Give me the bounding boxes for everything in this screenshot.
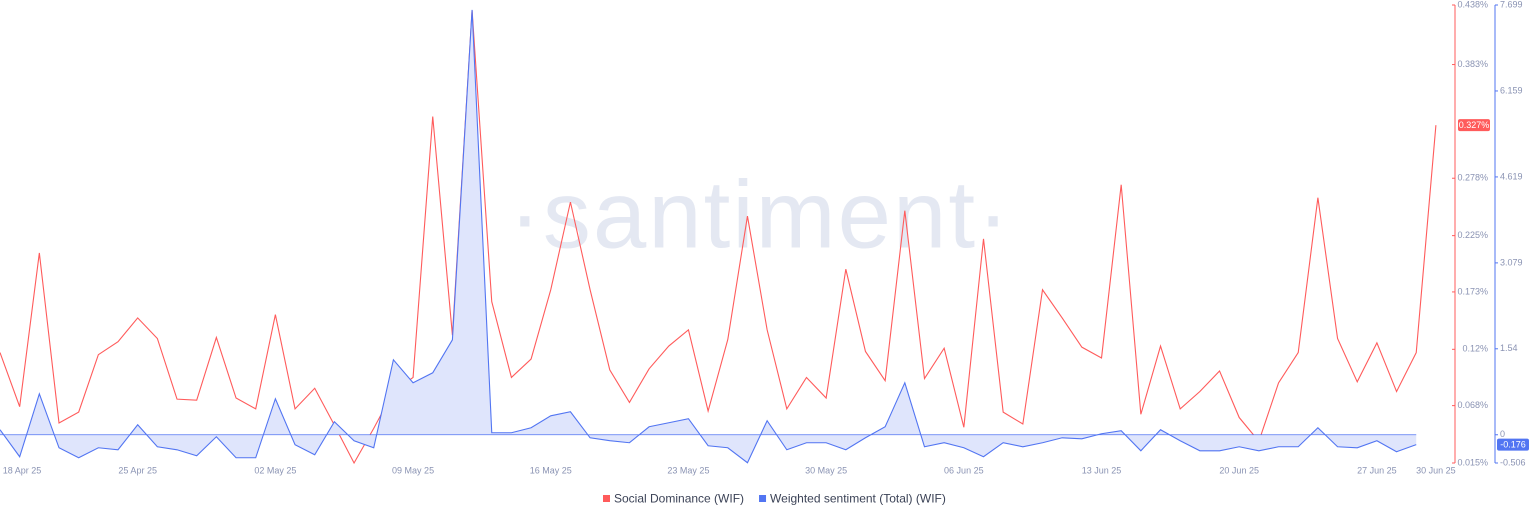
x-tick-label: 23 May 25 bbox=[667, 465, 709, 475]
legend-swatch bbox=[759, 495, 767, 502]
watermark: ·santiment· bbox=[509, 161, 1011, 268]
x-tick-label: 18 Apr 25 bbox=[3, 465, 42, 475]
y-tick-label: 0.225% bbox=[1457, 230, 1488, 240]
last-value-label: -0.176 bbox=[1500, 439, 1526, 449]
y-tick-label: 0.438% bbox=[1457, 0, 1488, 9]
x-tick-label: 25 Apr 25 bbox=[118, 465, 157, 475]
x-tick-label: 20 Jun 25 bbox=[1219, 465, 1259, 475]
x-tick-label: 09 May 25 bbox=[392, 465, 434, 475]
y-tick-label: 0.12% bbox=[1462, 344, 1488, 354]
y2-tick-label: -0.506 bbox=[1500, 457, 1526, 467]
x-tick-label: 30 May 25 bbox=[805, 465, 847, 475]
x-tick-label: 06 Jun 25 bbox=[944, 465, 984, 475]
x-tick-label: 02 May 25 bbox=[254, 465, 296, 475]
y-tick-label: 0.173% bbox=[1457, 286, 1488, 296]
series-line bbox=[0, 10, 1437, 465]
last-value-label: 0.327% bbox=[1459, 120, 1490, 130]
y2-tick-label: 3.079 bbox=[1500, 257, 1523, 267]
last-value-badge bbox=[1497, 438, 1529, 451]
last-value-badge bbox=[1458, 119, 1490, 132]
x-tick-label: 27 Jun 25 bbox=[1357, 465, 1397, 475]
y2-tick-label: 1.54 bbox=[1500, 343, 1518, 353]
y-tick-label: 0.383% bbox=[1457, 59, 1488, 69]
legend-label: Weighted sentiment (Total) (WIF) bbox=[770, 492, 946, 506]
y2-tick-label: 7.699 bbox=[1500, 0, 1523, 9]
x-tick-label: 16 May 25 bbox=[530, 465, 572, 475]
x-tick-label: 13 Jun 25 bbox=[1082, 465, 1122, 475]
y-tick-label: 0.068% bbox=[1457, 400, 1488, 410]
x-tick-label: 30 Jun 25 bbox=[1416, 465, 1456, 475]
y-tick-label: 0.015% bbox=[1457, 457, 1488, 467]
y2-tick-label: 6.159 bbox=[1500, 85, 1523, 95]
legend-swatch bbox=[603, 495, 610, 502]
y2-tick-label: 0 bbox=[1500, 429, 1505, 439]
legend: Social Dominance (WIF) Weighted sentiment… bbox=[603, 492, 946, 506]
y-tick-label: 0.278% bbox=[1457, 173, 1488, 183]
series-line bbox=[0, 9, 1417, 464]
y2-tick-label: 4.619 bbox=[1500, 171, 1523, 181]
legend-label: Social Dominance (WIF) bbox=[614, 492, 744, 506]
